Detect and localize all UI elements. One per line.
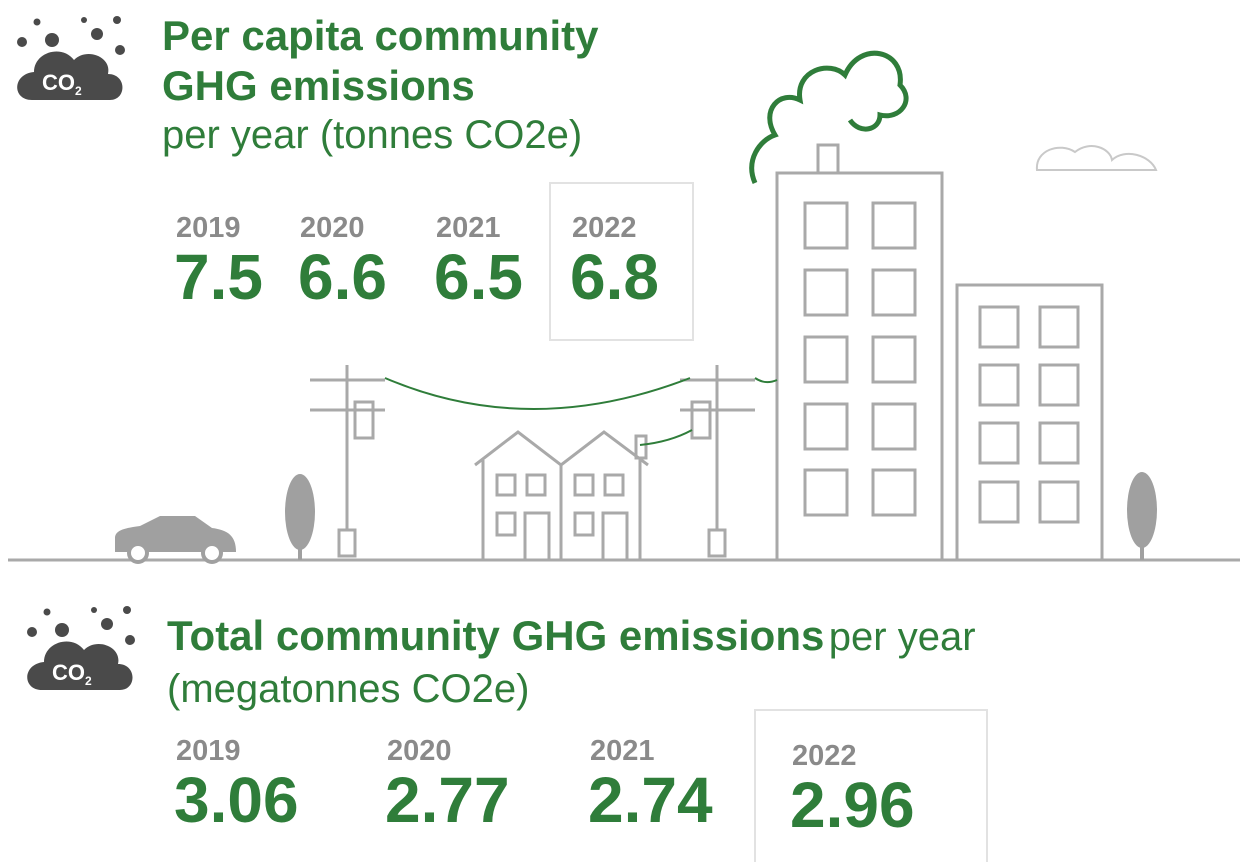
- stat-value: 2.77: [385, 764, 510, 836]
- title-bold: Total community GHG emissions: [167, 612, 825, 659]
- stat-value: 7.5: [174, 241, 263, 313]
- icon-label: CO2: [52, 660, 92, 688]
- highlight-boxes: [549, 182, 988, 862]
- stat-year: 2022: [792, 740, 857, 772]
- city: [8, 143, 1240, 562]
- stat-year: 2021: [590, 735, 655, 767]
- stat-value: 2.96: [790, 769, 915, 841]
- car-trees: [115, 472, 1157, 564]
- stat-year: 2019: [176, 212, 241, 244]
- stat-year: 2020: [300, 212, 365, 244]
- subtitle: per year (tonnes CO2e): [162, 113, 583, 157]
- title-rest: per year: [828, 615, 976, 659]
- stat-value: 3.06: [174, 764, 299, 836]
- stat-year: 2019: [176, 735, 241, 767]
- co2-icon: CO2: [27, 606, 135, 690]
- stat-value: 6.5: [434, 241, 523, 313]
- title-line: Per capita community: [162, 12, 599, 59]
- wires: [384, 377, 778, 446]
- subtitle: (megatonnes CO2e): [167, 667, 530, 711]
- stat-value: 6.8: [570, 241, 659, 313]
- icon-label: CO2: [42, 70, 82, 98]
- stat-value: 6.6: [298, 241, 387, 313]
- stat-year: 2022: [572, 212, 637, 244]
- title-line: GHG emissions: [162, 62, 475, 109]
- smoke: [749, 50, 909, 184]
- title: Total community GHG emissions per year: [167, 612, 976, 660]
- stat-value: 2.74: [588, 764, 713, 836]
- stat-year: 2020: [387, 735, 452, 767]
- co2-icon: CO2: [17, 16, 125, 100]
- stat-year: 2021: [436, 212, 501, 244]
